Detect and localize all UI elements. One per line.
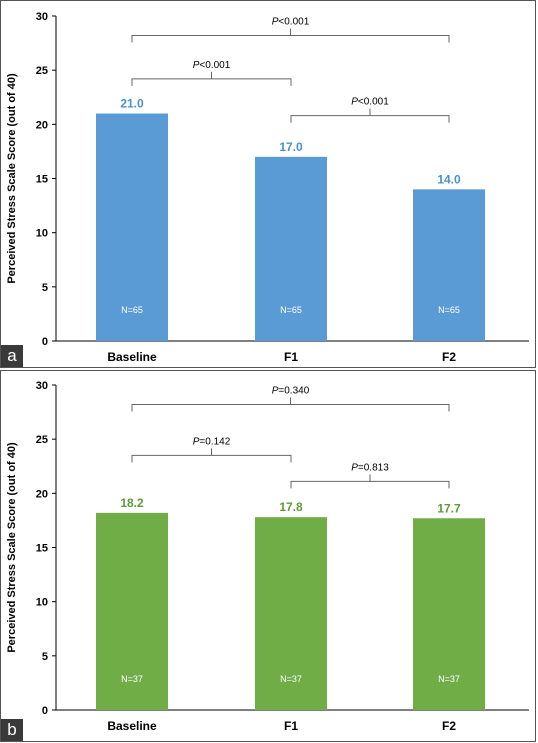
y-axis-label: Perceived Stress Scale Score (out of 40) <box>6 73 18 284</box>
y-tick-label: 15 <box>36 543 48 555</box>
bar-n-label: N=65 <box>121 305 143 315</box>
p-value-label: P=0.142 <box>193 436 231 447</box>
bracket-line <box>131 78 292 86</box>
p-value-label: P=0.813 <box>351 462 389 473</box>
chart-b-svg: 0 5 10 15 20 25 30 Perceived Stress Scale Score… <box>6 380 529 733</box>
bar-f2 <box>413 189 485 341</box>
x-category-label: F2 <box>442 719 456 733</box>
x-category-label: F1 <box>284 719 298 733</box>
p-symbol: P <box>193 60 200 71</box>
p-symbol: P <box>272 17 279 28</box>
bar-n-label: N=65 <box>280 305 302 315</box>
bracket-line <box>131 35 450 43</box>
y-axis-label: Perceived Stress Scale Score (out of 40) <box>6 442 18 653</box>
bar-n-label: N=65 <box>438 305 460 315</box>
bracket-line <box>131 404 450 412</box>
p-value: =0.340 <box>278 386 309 397</box>
p-value-label: P<0.001 <box>193 60 231 71</box>
bar-n-label: N=37 <box>280 674 302 684</box>
comparison-bracket: P=0.813 <box>290 462 450 489</box>
panel-b: 0 5 10 15 20 25 30 Perceived Stress Scale Score… <box>0 370 536 742</box>
x-category-label: F2 <box>442 350 456 364</box>
p-value-label: P<0.001 <box>351 97 389 108</box>
bracket-line <box>290 480 450 489</box>
y-tick-label: 5 <box>42 651 48 663</box>
x-category-label: Baseline <box>107 350 157 364</box>
p-value: <0.001 <box>278 17 309 28</box>
p-symbol: P <box>351 462 358 473</box>
bar-value-label: 17.0 <box>279 140 303 154</box>
chart-a-svg: 0 5 10 15 20 25 30 Perceived Stress Scale Score… <box>6 11 529 364</box>
x-category-label: Baseline <box>107 719 157 733</box>
y-tick-label: 30 <box>36 380 48 392</box>
bar-value-label: 17.8 <box>279 500 303 514</box>
comparison-bracket: P<0.001 <box>131 17 450 43</box>
p-symbol: P <box>193 436 200 447</box>
bracket-line <box>290 115 450 123</box>
y-tick-label: 0 <box>42 705 48 717</box>
y-tick-label: 10 <box>36 228 48 240</box>
p-value: <0.001 <box>358 97 389 108</box>
bar-n-label: N=37 <box>121 674 143 684</box>
comparison-bracket: P=0.142 <box>131 436 292 463</box>
x-category-label: F1 <box>284 350 298 364</box>
p-value-label: P=0.340 <box>272 386 310 397</box>
bracket-line <box>131 454 292 463</box>
p-value: =0.813 <box>358 462 389 473</box>
y-tick-label: 5 <box>42 282 48 294</box>
p-value: =0.142 <box>199 436 230 447</box>
bar-value-label: 21.0 <box>120 97 144 111</box>
comparison-bracket: P<0.001 <box>290 97 450 123</box>
bar-value-label: 14.0 <box>437 172 461 186</box>
bar-f1 <box>255 156 327 341</box>
y-tick-label: 25 <box>36 65 48 77</box>
bar-f2 <box>413 518 485 710</box>
bar-baseline <box>96 113 168 341</box>
panel-a: 0 5 10 15 20 25 30 Perceived Stress Scale Score… <box>0 0 536 368</box>
y-tick-label: 30 <box>36 11 48 23</box>
panel-letter-b: b <box>1 719 23 741</box>
p-symbol: P <box>272 386 279 397</box>
bar-f1 <box>255 517 327 710</box>
y-tick-label: 10 <box>36 597 48 609</box>
bar-value-label: 18.2 <box>120 496 144 510</box>
p-symbol: P <box>351 97 358 108</box>
comparison-bracket: P<0.001 <box>131 60 292 86</box>
p-value-label: P<0.001 <box>272 17 310 28</box>
comparison-bracket: P=0.340 <box>131 386 450 412</box>
bar-n-label: N=37 <box>438 674 460 684</box>
p-value: <0.001 <box>199 60 230 71</box>
bar-value-label: 17.7 <box>437 501 461 515</box>
y-tick-label: 25 <box>36 434 48 446</box>
y-tick-label: 0 <box>42 336 48 348</box>
panel-letter-a: a <box>1 345 23 367</box>
bar-baseline <box>96 512 168 710</box>
y-tick-label: 20 <box>36 119 48 131</box>
y-tick-label: 15 <box>36 174 48 186</box>
y-tick-label: 20 <box>36 488 48 500</box>
